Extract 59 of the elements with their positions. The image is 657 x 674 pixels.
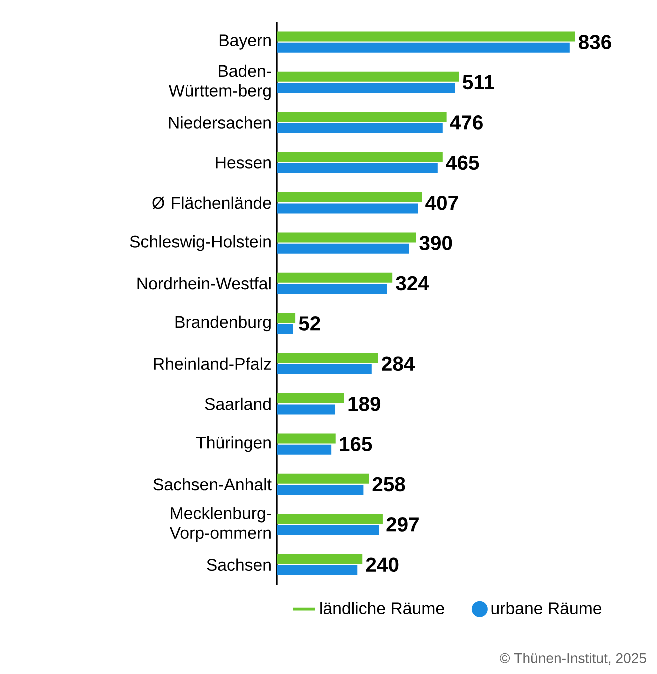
bar bbox=[276, 525, 380, 536]
y-tick-label: Thüringen bbox=[196, 436, 271, 452]
bar bbox=[276, 204, 418, 214]
bar bbox=[276, 394, 344, 404]
bar bbox=[276, 474, 370, 484]
y-tick-label: Bayern bbox=[220, 34, 271, 50]
data-label: 407 bbox=[426, 196, 458, 210]
data-label: 511 bbox=[463, 75, 494, 90]
y-tick-label: Niedersachen bbox=[169, 116, 271, 129]
data-label: 165 bbox=[340, 437, 372, 452]
bar bbox=[276, 32, 576, 42]
y-tick-label: Rheinland-Pfalz bbox=[154, 358, 272, 370]
y-tick-label: Nordrhein-Westfal bbox=[138, 277, 271, 290]
bar bbox=[276, 514, 383, 524]
bar bbox=[276, 353, 378, 364]
data-label: 390 bbox=[420, 236, 452, 250]
data-label: 189 bbox=[348, 396, 381, 412]
bar bbox=[276, 72, 460, 82]
bar bbox=[276, 485, 364, 496]
y-tick-label: Ø Flächenlände bbox=[152, 196, 272, 210]
bar bbox=[276, 284, 388, 294]
bar bbox=[276, 244, 410, 254]
bar bbox=[276, 272, 393, 283]
bar bbox=[276, 123, 443, 134]
data-label: 284 bbox=[382, 356, 416, 372]
data-label: 240 bbox=[366, 558, 399, 572]
data-label: 476 bbox=[450, 116, 483, 130]
y-tick-label: Mecklenburg-Vorp-ommern bbox=[170, 507, 272, 542]
data-label: 324 bbox=[396, 276, 430, 291]
y-tick-label: Saarland bbox=[205, 398, 271, 410]
data-label: 836 bbox=[578, 35, 612, 50]
y-tick-label: Sachsen-Anhalt bbox=[154, 478, 272, 491]
bar bbox=[276, 42, 570, 53]
bar bbox=[276, 324, 294, 334]
y-tick-label: Baden-Württem-berg bbox=[168, 64, 272, 100]
y-tick-label: Schleswig-Holstein bbox=[130, 235, 271, 252]
legend-label: ländliche Räume bbox=[320, 602, 444, 615]
bar bbox=[276, 566, 358, 576]
text: © Thünen-Institut, 2025 bbox=[500, 653, 646, 666]
legend-label: urbane Räume bbox=[492, 602, 602, 615]
bar bbox=[276, 554, 363, 564]
y-tick-label: Hessen bbox=[216, 157, 271, 169]
data-label: 465 bbox=[446, 156, 480, 170]
bar bbox=[276, 364, 372, 375]
data-label: 258 bbox=[372, 477, 406, 492]
bar bbox=[276, 192, 422, 203]
bar bbox=[276, 83, 456, 94]
bar bbox=[276, 404, 336, 415]
data-label: 297 bbox=[386, 518, 419, 532]
bar bbox=[276, 313, 296, 324]
y-tick-label: Sachsen bbox=[207, 558, 271, 572]
bar bbox=[276, 434, 336, 444]
bar bbox=[276, 152, 443, 162]
bar bbox=[276, 444, 332, 455]
data-label: 52 bbox=[299, 316, 320, 331]
y-tick-label: Brandenburg bbox=[176, 316, 271, 332]
bar bbox=[276, 112, 447, 122]
bar bbox=[276, 164, 438, 174]
bar bbox=[276, 232, 416, 243]
